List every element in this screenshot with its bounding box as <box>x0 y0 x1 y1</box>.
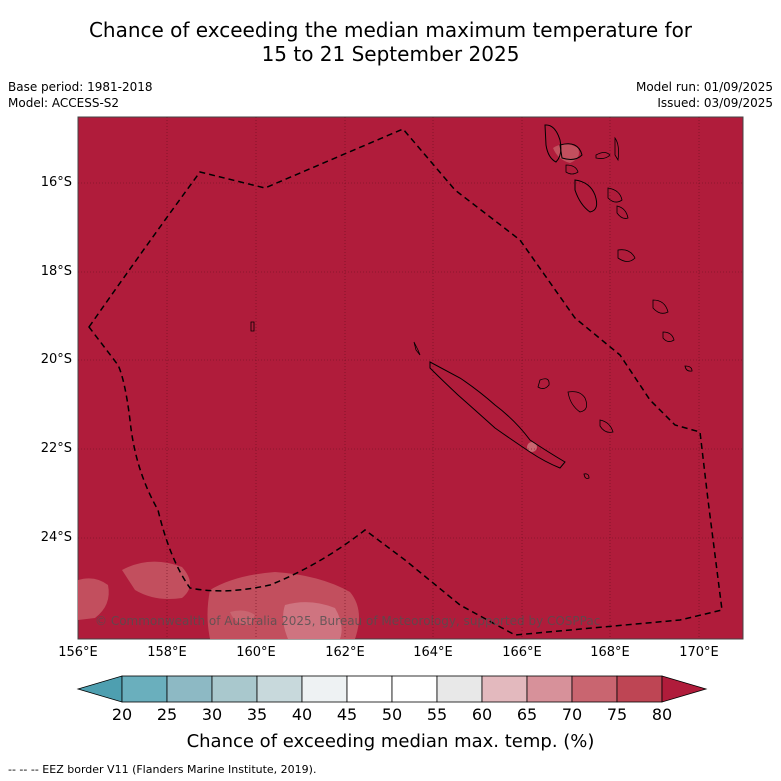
colorbar-tick-label: 80 <box>651 705 673 724</box>
low-probability-patch <box>122 561 190 599</box>
colorbar-tick-label: 30 <box>201 705 223 724</box>
lon-label-168e: 168°E <box>590 645 630 660</box>
low-probability-patch <box>283 602 342 639</box>
chart-title: Chance of exceeding the median maximum t… <box>0 18 781 66</box>
vanuatu-island <box>565 164 579 175</box>
lon-label-156e: 156°E <box>58 645 98 660</box>
lon-label-158e: 158°E <box>147 645 187 660</box>
low-probability-patch <box>230 610 255 625</box>
copyright-note: © Commonwealth of Australia 2025, Bureau… <box>95 614 601 628</box>
lon-label-166e: 166°E <box>502 645 542 660</box>
colorbar-tick-label: 60 <box>471 705 493 724</box>
vanuatu-island <box>616 205 629 219</box>
colorbar-label: Chance of exceeding median max. temp. (%… <box>186 731 595 752</box>
lon-label-160e: 160°E <box>236 645 276 660</box>
title-line-2: 15 to 21 September 2025 <box>261 42 520 66</box>
colorbar-tick-label: 70 <box>561 705 583 724</box>
colorbar-segment <box>121 675 168 703</box>
vanuatu-island <box>652 299 669 314</box>
lon-label-162e: 162°E <box>325 645 365 660</box>
meta-right: Model run: 01/09/2025 Issued: 03/09/2025 <box>636 79 773 111</box>
island <box>250 321 255 332</box>
vanuatu-island <box>574 179 598 213</box>
colorbar-segment <box>256 675 303 703</box>
lon-label-164e: 164°E <box>413 645 453 660</box>
vanuatu-island <box>595 152 611 159</box>
island <box>684 365 693 372</box>
gridlines <box>78 117 743 639</box>
island <box>413 341 421 356</box>
colorbar <box>76 675 708 703</box>
lon-label-170e: 170°E <box>679 645 719 660</box>
base-period: Base period: 1981-2018 <box>8 80 153 94</box>
colorbar-segment <box>481 675 528 703</box>
colorbar-tick-label: 35 <box>246 705 268 724</box>
colorbar-segment <box>301 675 348 703</box>
vanuatu-island <box>662 331 675 342</box>
issued-date: Issued: 03/09/2025 <box>657 96 773 110</box>
colorbar-tick-label: 75 <box>606 705 628 724</box>
island <box>599 419 614 433</box>
vanuatu-island <box>617 249 636 262</box>
meta-left: Base period: 1981-2018 Model: ACCESS-S2 <box>8 79 153 111</box>
low-probability-patch <box>78 578 109 620</box>
colorbar-lower-extend <box>76 675 123 703</box>
colorbar-tick-label: 25 <box>156 705 178 724</box>
colorbar-segment <box>436 675 483 703</box>
colorbar-tick-label: 20 <box>111 705 133 724</box>
lat-label-18s: 18°S <box>40 264 72 279</box>
colorbar-segment <box>211 675 258 703</box>
colorbar-tick-label: 45 <box>336 705 358 724</box>
lat-label-16s: 16°S <box>40 175 72 190</box>
colorbar-tick-label: 40 <box>291 705 313 724</box>
eez-note: -- -- -- EEZ border V11 (Flanders Marine… <box>8 763 317 776</box>
low-probability-patch <box>527 442 537 452</box>
colorbar-segment <box>391 675 438 703</box>
colorbar-segment <box>346 675 393 703</box>
vanuatu-island <box>614 136 619 162</box>
colorbar-tick-label: 65 <box>516 705 538 724</box>
island <box>537 378 550 389</box>
vanuatu-island <box>544 124 562 163</box>
lat-label-22s: 22°S <box>40 441 72 456</box>
eez-border <box>88 128 723 636</box>
colorbar-segment <box>526 675 573 703</box>
model-run: Model run: 01/09/2025 <box>635 80 773 94</box>
vanuatu-island <box>607 187 623 203</box>
model-name: Model: ACCESS-S2 <box>8 96 120 110</box>
colorbar-upper-extend <box>661 675 708 703</box>
colorbar-tick-label: 50 <box>381 705 403 724</box>
map-area <box>77 116 744 640</box>
title-line-1: Chance of exceeding the median maximum t… <box>88 18 693 42</box>
island <box>583 473 590 479</box>
colorbar-segment <box>571 675 618 703</box>
colorbar-segment <box>166 675 213 703</box>
lat-label-20s: 20°S <box>40 352 72 367</box>
lat-label-24s: 24°S <box>40 530 72 545</box>
colorbar-segment <box>616 675 663 703</box>
colorbar-tick-label: 55 <box>426 705 448 724</box>
new-caledonia-island <box>429 361 566 469</box>
vanuatu-island <box>559 143 583 160</box>
low-probability-patch <box>553 144 579 163</box>
island <box>567 391 588 413</box>
